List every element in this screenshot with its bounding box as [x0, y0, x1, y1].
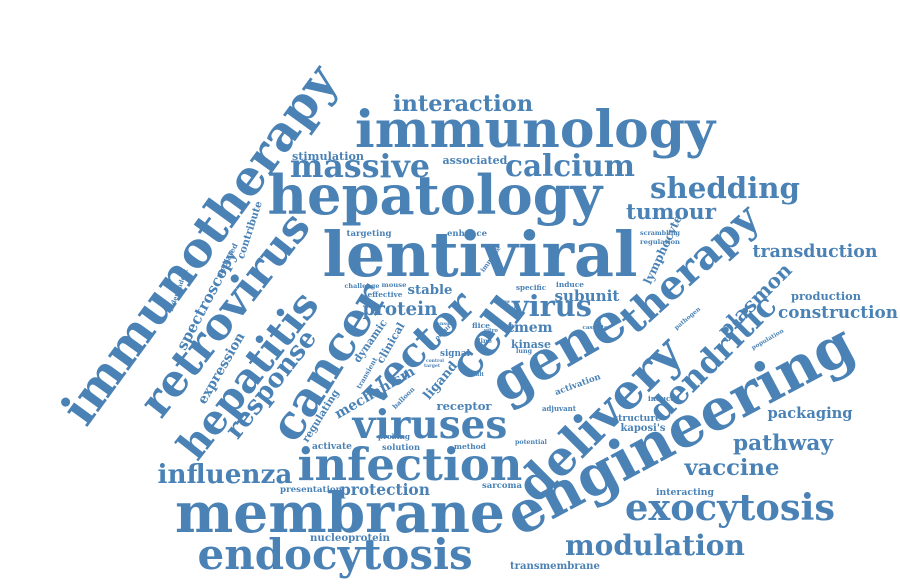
- word-vitro: vitro: [484, 327, 498, 334]
- word-shedding: shedding: [650, 170, 800, 205]
- word-scrambling: scrambling: [640, 230, 681, 237]
- word-calcium: calcium: [505, 147, 635, 183]
- word-death: death: [503, 307, 517, 312]
- word-membrane: membrane: [175, 479, 505, 545]
- word-tmem: tmem: [507, 320, 553, 336]
- word-mouse: mouse: [381, 280, 407, 289]
- word-infection: infection: [297, 437, 523, 491]
- word-targeting: targeting: [346, 228, 392, 239]
- word-method: method: [454, 442, 486, 451]
- word-lung: lung: [516, 348, 532, 355]
- word-challenge: challenge: [344, 282, 380, 290]
- word-viruses: viruses: [352, 401, 508, 448]
- word-associated: associated: [442, 153, 508, 167]
- word-protein: protein: [362, 299, 438, 320]
- word-packaging: packaging: [767, 404, 853, 422]
- word-kinase: kinase: [511, 337, 551, 351]
- word-structure: structure: [613, 412, 661, 424]
- word-production: production: [791, 288, 862, 303]
- word-line: line: [478, 336, 492, 345]
- word-review: review: [494, 300, 510, 305]
- word-induced: induced: [648, 393, 680, 403]
- word-protection: protection: [340, 480, 430, 499]
- word-subunit: subunit: [554, 286, 620, 305]
- word-cassette: cassette: [582, 324, 608, 331]
- word-virus: virus: [512, 288, 592, 323]
- word-solution: solution: [382, 442, 421, 452]
- word-pathway: pathway: [733, 431, 833, 456]
- word-target: target: [424, 363, 440, 369]
- word-enhance: enhance: [447, 229, 487, 239]
- word-tumour: tumour: [626, 200, 716, 225]
- word-adjuvant: adjuvant: [542, 403, 576, 413]
- word-flice: flice: [472, 321, 491, 330]
- word-result: result: [466, 371, 484, 378]
- word-induce: induce: [556, 279, 584, 289]
- word-influenza: influenza: [157, 459, 293, 490]
- word-endocytosis: endocytosis: [197, 530, 473, 579]
- word-transduction: transduction: [752, 241, 878, 262]
- word-modulation: modulation: [565, 529, 745, 562]
- word-nucleoprotein: nucleoprotein: [310, 532, 390, 544]
- word-vaccine: vaccine: [684, 454, 780, 481]
- word-lentiviral: lentiviral: [322, 218, 638, 291]
- word-transmembrane: transmembrane: [510, 561, 600, 572]
- word-hepatology: hepatology: [267, 163, 603, 227]
- word-regulation: regulation: [640, 237, 680, 246]
- word-potential: potential: [515, 439, 547, 446]
- word-receptor: receptor: [436, 399, 492, 413]
- word-interacting: interacting: [656, 486, 714, 498]
- word-activate: activate: [312, 441, 352, 452]
- word-presentation: presentation: [280, 484, 342, 495]
- word-sensor: sensor: [434, 320, 452, 327]
- word-immunology: immunology: [355, 99, 716, 160]
- word-control: control: [426, 359, 444, 364]
- word-exocytosis: exocytosis: [625, 485, 836, 529]
- word-stimulation: stimulation: [292, 149, 364, 163]
- word-sarcoma: sarcoma: [482, 480, 522, 490]
- word-construction: construction: [778, 301, 898, 322]
- word-probing: probing: [378, 431, 410, 441]
- word-signal: signal: [440, 348, 470, 359]
- word-kaposis: kaposi's: [620, 423, 666, 434]
- word-stable: stable: [407, 282, 453, 298]
- word-massive: massive: [290, 148, 430, 185]
- word-effective: effective: [367, 289, 403, 299]
- word-interaction: interaction: [393, 90, 534, 117]
- word-specific: specific: [516, 282, 547, 292]
